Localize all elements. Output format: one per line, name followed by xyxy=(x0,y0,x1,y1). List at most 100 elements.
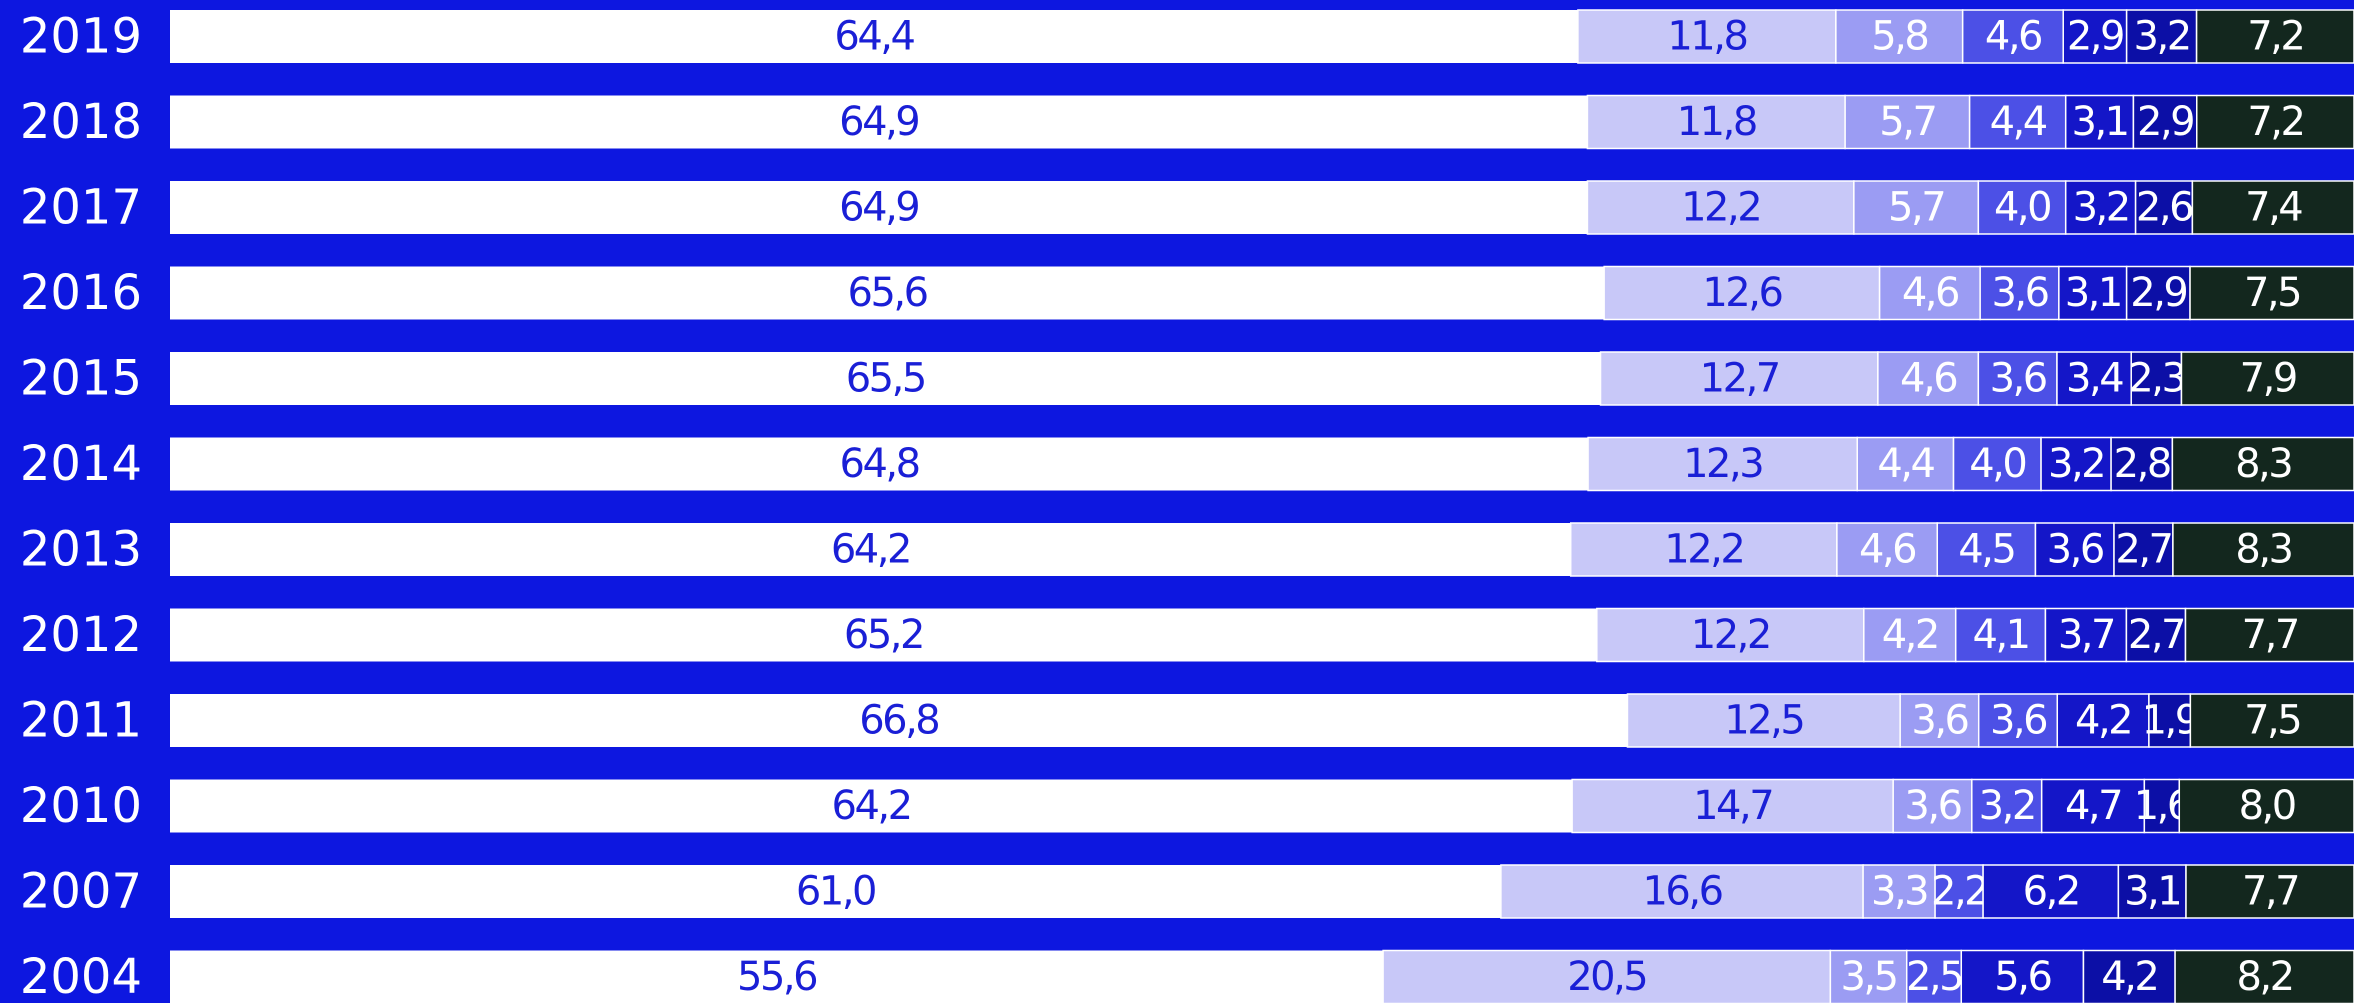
data-label: 2,6 xyxy=(2136,185,2192,231)
year-label: 2013 xyxy=(20,522,142,578)
data-label: 14,7 xyxy=(1693,783,1772,829)
data-label: 16,6 xyxy=(1642,869,1721,915)
bar-segment xyxy=(1936,522,2037,577)
bar-segment xyxy=(2196,94,2354,150)
bar-segment xyxy=(2178,778,2354,834)
data-label: 11,8 xyxy=(1667,14,1746,60)
bar-segment xyxy=(170,181,1588,234)
bar-segment xyxy=(1961,9,2064,64)
year-label: 2007 xyxy=(20,864,142,920)
bar-segment xyxy=(170,865,1501,918)
data-label: 3,2 xyxy=(2048,441,2104,487)
data-label: 12,5 xyxy=(1724,698,1803,744)
year-label: 2014 xyxy=(20,436,142,492)
bar-segment xyxy=(1587,436,1858,492)
bar-segment xyxy=(1877,351,1980,406)
bar-segment xyxy=(2058,265,2128,321)
data-label: 3,6 xyxy=(1904,783,1960,829)
bar-segment xyxy=(1960,949,2085,1003)
bar-segment xyxy=(1599,351,1879,406)
bar-segment xyxy=(1586,180,1855,235)
bar-segment xyxy=(1979,265,2060,321)
bar-segment xyxy=(170,950,1384,1003)
data-label: 3,6 xyxy=(2047,527,2103,573)
bar-segment xyxy=(170,608,1597,662)
bar-segment xyxy=(2132,94,2198,150)
data-label: 7,2 xyxy=(2247,14,2303,60)
bar-segment xyxy=(2110,436,2174,492)
data-label: 7,4 xyxy=(2245,185,2302,231)
data-label: 3,2 xyxy=(2134,14,2190,60)
data-label: 3,6 xyxy=(1990,356,2046,402)
data-label: 2,9 xyxy=(2067,14,2123,60)
data-label: 12,3 xyxy=(1683,441,1762,487)
bar-segment xyxy=(2130,351,2183,406)
year-label: 2011 xyxy=(20,693,142,749)
data-label: 66,8 xyxy=(859,698,938,744)
data-label: 12,2 xyxy=(1664,527,1743,573)
year-label: 2010 xyxy=(20,778,142,834)
year-label: 2019 xyxy=(20,9,142,65)
data-label: 2,9 xyxy=(2130,270,2186,316)
bar-segment xyxy=(1899,693,1980,748)
year-label: 2012 xyxy=(20,607,142,663)
data-label: 65,5 xyxy=(846,356,925,402)
data-label: 4,4 xyxy=(1990,99,2047,145)
year-label: 2016 xyxy=(20,265,142,321)
bar-segment xyxy=(1977,693,2059,748)
bar-segment xyxy=(2125,607,2187,663)
data-label: 4,2 xyxy=(2075,698,2131,744)
data-label: 4,0 xyxy=(1994,185,2050,231)
bar-segment xyxy=(170,779,1573,833)
year-label: 2015 xyxy=(20,351,142,407)
bar-segment xyxy=(2117,864,2187,919)
bar-segment xyxy=(2034,522,2115,577)
bar-segment xyxy=(1577,9,1837,64)
data-label: 11,8 xyxy=(1677,99,1756,145)
bar-segment xyxy=(2172,522,2354,577)
bar-segment xyxy=(2180,351,2354,406)
data-label: 3,1 xyxy=(2072,99,2128,145)
data-label: 65,2 xyxy=(844,612,923,658)
data-label: 55,6 xyxy=(737,954,816,1000)
bar-segment xyxy=(1382,949,1832,1003)
data-label: 2,3 xyxy=(2128,356,2184,402)
bar-segment xyxy=(2184,607,2354,663)
bar-segment xyxy=(1977,351,2058,406)
data-label: 12,2 xyxy=(1691,612,1770,658)
bar-segment xyxy=(1934,864,1984,919)
bar-segment xyxy=(2171,436,2354,492)
data-label: 8,0 xyxy=(2239,783,2295,829)
bar-segment xyxy=(1878,265,1981,321)
data-label: 6,2 xyxy=(2023,869,2079,915)
data-label: 3,2 xyxy=(1979,783,2035,829)
bar-segment xyxy=(2191,180,2354,235)
bar-segment xyxy=(1836,522,1939,577)
year-label: 2004 xyxy=(20,949,142,1003)
bar-segment xyxy=(2189,693,2354,748)
bar-segment xyxy=(1952,436,2042,492)
data-label: 4,2 xyxy=(2101,954,2157,1000)
data-label: 4,0 xyxy=(1969,441,2025,487)
data-label: 12,2 xyxy=(1681,185,1760,231)
bar-segment xyxy=(170,437,1589,491)
data-label: 3,6 xyxy=(1991,270,2047,316)
data-label: 64,8 xyxy=(840,441,919,487)
data-label: 1,9 xyxy=(2142,698,2198,744)
bar-segment xyxy=(2044,607,2128,663)
data-label: 4,2 xyxy=(1882,612,1938,658)
data-label: 4,6 xyxy=(1900,356,1956,402)
data-label: 4,7 xyxy=(2065,783,2121,829)
bar-segment xyxy=(2148,693,2192,748)
data-label: 3,4 xyxy=(2066,356,2123,402)
bar-segment xyxy=(2113,522,2174,577)
data-label: 61,0 xyxy=(796,869,875,915)
bar-segment xyxy=(170,95,1588,149)
bar-segment xyxy=(1569,522,1838,577)
bar-segment xyxy=(2082,949,2176,1003)
data-label: 2,7 xyxy=(2115,527,2171,573)
bar-segment xyxy=(1892,778,1973,834)
data-label: 3,2 xyxy=(2073,185,2129,231)
bar-segment xyxy=(170,352,1601,405)
